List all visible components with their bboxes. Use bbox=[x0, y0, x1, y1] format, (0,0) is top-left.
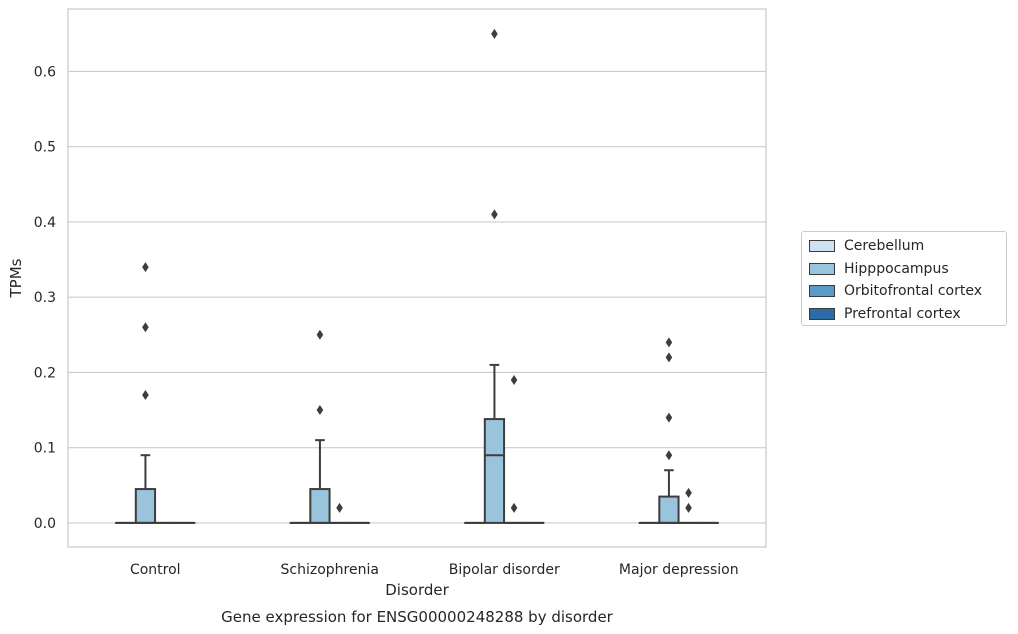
box-plot-marks bbox=[115, 28, 719, 524]
box-orbitofrontal-cortex bbox=[677, 487, 700, 524]
outlier-point bbox=[685, 502, 692, 513]
legend-label: Cerebellum bbox=[844, 238, 925, 255]
outlier-point bbox=[491, 209, 498, 220]
x-tick-label: Schizophrenia bbox=[281, 562, 379, 578]
plot-area-frame bbox=[67, 8, 767, 548]
outlier-point bbox=[142, 390, 149, 401]
box-body bbox=[658, 495, 680, 524]
box-hipppocampus bbox=[483, 28, 506, 524]
box-hipppocampus bbox=[309, 329, 331, 524]
grid-lines bbox=[68, 70, 766, 524]
outlier-point bbox=[510, 374, 518, 385]
y-axis-ticks: 0.0 0.1 0.2 0.3 0.4 0.5 0.6 bbox=[34, 64, 56, 531]
box-body bbox=[134, 488, 157, 524]
outlier-point bbox=[665, 337, 673, 348]
box-body bbox=[309, 488, 331, 524]
outlier-point bbox=[665, 412, 673, 423]
y-tick-label: 0.3 bbox=[34, 290, 56, 306]
legend-swatch bbox=[809, 262, 835, 275]
legend-swatch bbox=[809, 307, 835, 320]
y-tick-label: 0.4 bbox=[34, 215, 56, 231]
box-orbitofrontal-cortex bbox=[503, 374, 525, 524]
legend-label: Hipppocampus bbox=[844, 260, 949, 277]
box-orbitofrontal-cortex bbox=[328, 502, 351, 524]
legend-label: Orbitofrontal cortex bbox=[844, 283, 982, 300]
x-axis-label: Disorder bbox=[385, 581, 449, 599]
y-tick-label: 0.2 bbox=[34, 365, 56, 381]
y-tick-label: 0.5 bbox=[34, 140, 56, 156]
figure-caption: Gene expression for ENSG00000248288 by d… bbox=[221, 608, 614, 626]
outlier-point bbox=[142, 322, 149, 333]
legend-swatch bbox=[809, 285, 835, 298]
x-tick-label: Control bbox=[130, 562, 181, 578]
outlier-point bbox=[142, 262, 149, 273]
outlier-point bbox=[685, 487, 692, 498]
y-tick-label: 0.1 bbox=[34, 441, 56, 457]
box-hipppocampus bbox=[658, 337, 680, 524]
legend: Cerebellum Hipppocampus Orbitofrontal cort… bbox=[801, 231, 1007, 326]
outlier-point bbox=[665, 450, 673, 461]
box-hipppocampus bbox=[134, 262, 157, 524]
y-axis-label: TPMs bbox=[7, 258, 25, 298]
legend-item: Orbitofrontal cortex bbox=[809, 280, 1006, 303]
outlier-point bbox=[316, 405, 324, 416]
legend-item: Cerebellum bbox=[809, 235, 1006, 258]
outlier-point bbox=[510, 502, 518, 513]
outlier-point bbox=[336, 502, 343, 513]
legend-item: Hipppocampus bbox=[809, 258, 1006, 281]
legend-swatch bbox=[809, 240, 835, 253]
x-tick-label: Major depression bbox=[619, 562, 739, 578]
outlier-point bbox=[316, 329, 324, 340]
outlier-point bbox=[491, 28, 498, 39]
legend-item: Prefrontal cortex bbox=[809, 303, 1006, 326]
legend-label: Prefrontal cortex bbox=[844, 305, 961, 322]
x-tick-label: Bipolar disorder bbox=[449, 562, 560, 578]
y-tick-label: 0.6 bbox=[34, 64, 56, 80]
outlier-point bbox=[665, 352, 673, 363]
y-tick-label: 0.0 bbox=[34, 516, 56, 532]
box-body bbox=[483, 418, 506, 524]
x-axis-ticks: Control Schizophrenia Bipolar disorder Majo… bbox=[130, 562, 739, 578]
